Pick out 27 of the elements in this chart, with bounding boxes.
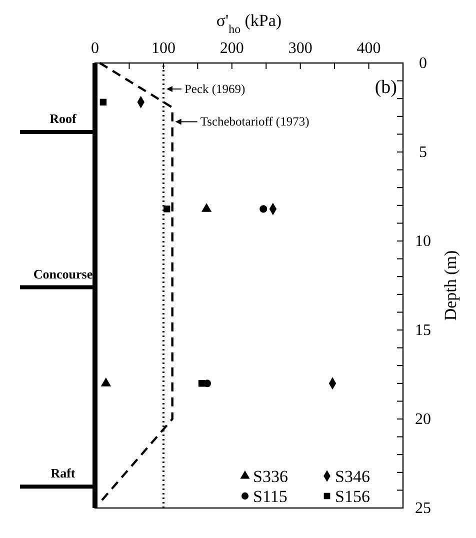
y-tick-label: 0: [419, 55, 427, 72]
x-tick-label: 100: [151, 40, 176, 57]
legend-label: S156: [335, 487, 370, 506]
retaining-wall-diagram: Roof Concourse Raft: [20, 63, 98, 508]
legend-label: S336: [253, 467, 288, 486]
y-tick-label: 15: [415, 322, 431, 339]
point: [260, 205, 268, 213]
point: [100, 378, 112, 386]
y-tick-label: 20: [415, 411, 431, 428]
y-tick-label: 25: [415, 500, 431, 517]
annotation: Tschebotarioff (1973): [200, 114, 310, 129]
x-tick-label: 200: [220, 40, 244, 57]
ref-line-label: Peck (1969): [184, 82, 246, 96]
legend-label: S115: [253, 487, 288, 506]
annotation: (b): [374, 77, 397, 98]
y-axis-title: Depth (m): [441, 250, 460, 321]
point: [164, 206, 170, 212]
point: [201, 203, 212, 212]
y-tick-label: 10: [415, 233, 431, 250]
point: [198, 380, 206, 387]
x-tick-label: 400: [356, 40, 381, 57]
point: [100, 98, 107, 106]
x-tick-label: 300: [288, 40, 312, 57]
legend-label: S346: [335, 467, 370, 486]
y-tick-label: 5: [419, 144, 427, 161]
x-tick-label: 0: [91, 40, 99, 57]
x-axis-title: σ'$_{ho}$ (kPa): [216, 11, 282, 36]
